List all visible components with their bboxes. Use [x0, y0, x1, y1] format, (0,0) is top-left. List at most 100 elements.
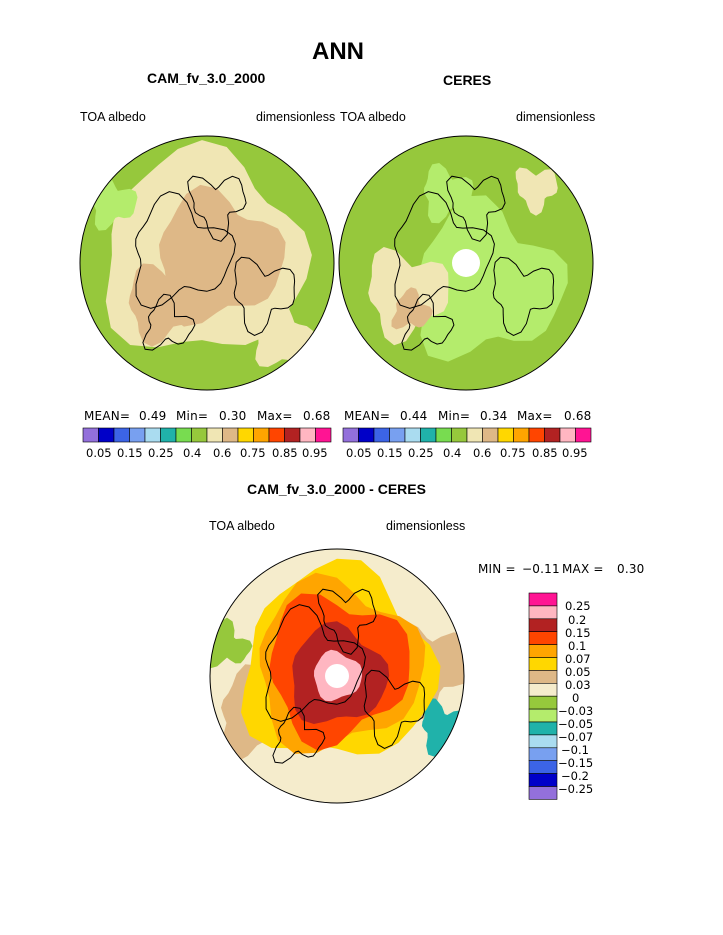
- cb1-swatch: [175, 427, 192, 443]
- cb2-swatch: [575, 427, 592, 443]
- cb2-swatch: [482, 427, 499, 443]
- contour-region: [515, 167, 558, 216]
- cb1-tick: 0.25: [148, 446, 174, 460]
- cb3-swatch: [528, 682, 558, 697]
- panel-3-max-value: 0.30: [617, 562, 645, 576]
- panel-2-max-value: 0.68: [564, 409, 592, 423]
- cb1-swatch: [144, 427, 161, 443]
- cb3-swatch: [528, 786, 558, 800]
- cb3-swatch: [528, 773, 558, 787]
- pole-hole: [325, 664, 349, 688]
- cb2-swatch: [420, 427, 437, 443]
- cb1-swatch: [82, 427, 99, 443]
- map-1-border: [79, 135, 335, 391]
- cb2-swatch: [451, 427, 468, 443]
- cb3-swatch: [528, 670, 558, 684]
- cb2-tick: 0.25: [408, 446, 434, 460]
- panel-2-title: CERES: [443, 72, 492, 88]
- map-1-field: [80, 136, 334, 390]
- cb1-tick: 0.85: [272, 446, 298, 460]
- cb2-swatch: [342, 427, 359, 443]
- contour-region: [391, 287, 433, 330]
- panel-3-title: CAM_fv_3.0_2000 - CERES: [247, 481, 426, 497]
- panel-2-mean-value: 0.44: [400, 409, 428, 423]
- coastline: [401, 293, 455, 351]
- panel-2-min-label: Min=: [438, 409, 471, 423]
- cb3-tick: −0.03: [558, 704, 594, 718]
- cb2-swatch: [466, 427, 483, 443]
- cb1-swatch: [206, 427, 223, 443]
- cb1-tick: 0.4: [183, 446, 202, 460]
- panel-2-units-label: dimensionless: [516, 110, 596, 124]
- cb3-swatch: [528, 631, 558, 645]
- cb2-swatch: [559, 427, 576, 443]
- cb2-tick: 0.05: [346, 446, 372, 460]
- cb2-swatch: [404, 427, 421, 443]
- cb3-swatch: [528, 734, 558, 749]
- cb3-swatch: [528, 657, 558, 671]
- cb3-swatch: [528, 618, 558, 632]
- cb1-swatch: [268, 427, 285, 443]
- panel-1-units-label: dimensionless: [256, 110, 336, 124]
- cb1-swatch: [253, 427, 270, 443]
- cb3-tick: 0.07: [565, 652, 591, 666]
- panel-1-min-label: Min=: [176, 409, 209, 423]
- cb2-swatch: [528, 427, 545, 443]
- cb1-swatch: [129, 427, 146, 443]
- coastline: [363, 669, 426, 749]
- cb3-swatch: [528, 708, 558, 723]
- cb3-tick: 0.15: [565, 626, 591, 640]
- panel-3-max-label: MAX =: [562, 562, 604, 576]
- panel-1-mean-label: MEAN=: [84, 409, 131, 423]
- panel-1-max-label: Max=: [257, 409, 293, 423]
- contour-region: [420, 195, 568, 362]
- cb3-tick: 0.03: [565, 678, 591, 692]
- page-title: ANN: [312, 38, 364, 65]
- pole-hole: [452, 249, 480, 277]
- coastline: [446, 175, 506, 242]
- panel-1-min-value: 0.30: [219, 409, 247, 423]
- cb2-tick: 0.6: [473, 446, 492, 460]
- cb2-swatch: [373, 427, 390, 443]
- panel-1-variable-label: TOA albedo: [80, 110, 146, 124]
- coastline: [394, 191, 495, 309]
- cb1-swatch: [160, 427, 177, 443]
- cb3-swatch: [528, 592, 558, 607]
- map-3-border: [209, 548, 465, 804]
- contour-region: [421, 697, 464, 757]
- cb1-tick: 0.05: [86, 446, 112, 460]
- coastline: [272, 706, 326, 764]
- cb3-tick: −0.05: [558, 717, 594, 731]
- coastline: [187, 175, 247, 242]
- cb1-tick: 0.6: [213, 446, 232, 460]
- cb2-swatch: [358, 427, 375, 443]
- cb1-tick: 0.75: [240, 446, 266, 460]
- cb3-tick: −0.07: [558, 730, 594, 744]
- coastline: [135, 191, 236, 309]
- panel-2-variable-label: TOA albedo: [340, 110, 406, 124]
- cb3-swatch: [528, 760, 558, 774]
- coastline: [317, 588, 377, 655]
- cb3-swatch: [528, 644, 558, 658]
- coastline: [233, 256, 296, 336]
- cb2-swatch: [497, 427, 514, 443]
- cb2-tick: 0.95: [562, 446, 588, 460]
- panel-1-title: CAM_fv_3.0_2000: [147, 70, 266, 86]
- map-3-field: [210, 549, 464, 803]
- cb3-tick: 0.1: [568, 639, 587, 653]
- cb2-swatch: [544, 427, 561, 443]
- cb1-swatch: [113, 427, 130, 443]
- panel-2-max-label: Max=: [517, 409, 553, 423]
- cb1-swatch: [222, 427, 239, 443]
- cb1-swatch: [284, 427, 301, 443]
- cb3-swatch: [528, 747, 558, 761]
- cb3-tick: −0.15: [558, 756, 594, 770]
- cb3-tick: 0: [572, 691, 580, 705]
- cb1-swatch: [315, 427, 332, 443]
- cb3-swatch: [528, 605, 558, 620]
- panel-2-min-value: 0.34: [480, 409, 508, 423]
- map-2-border: [338, 135, 594, 391]
- panel-3-min-value: −0.11: [522, 562, 560, 576]
- cb1-swatch: [237, 427, 254, 443]
